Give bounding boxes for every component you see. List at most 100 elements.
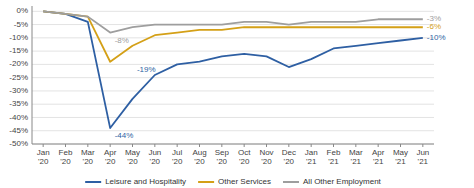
y-tick-label: -35% <box>9 99 28 108</box>
legend-label: Leisure and Hospitality <box>105 177 186 186</box>
x-tick-label-line: '21 <box>395 157 406 166</box>
grid-line <box>32 11 434 12</box>
x-tick <box>244 144 245 147</box>
x-tick <box>132 144 133 147</box>
x-tick <box>221 144 222 147</box>
legend: Leisure and Hospitality Other Services All… <box>85 177 381 186</box>
x-tick-label: Oct'20 <box>238 148 251 166</box>
legend-swatch <box>85 181 101 183</box>
x-tick-label: Jun'21 <box>416 148 429 166</box>
annotation: -6% <box>427 22 441 31</box>
x-tick <box>333 144 334 147</box>
x-tick <box>311 144 312 147</box>
y-tick-label: -50% <box>9 139 28 148</box>
x-tick-label: Jan'21 <box>305 148 318 166</box>
x-tick <box>199 144 200 147</box>
x-tick <box>110 144 111 147</box>
x-tick <box>43 144 44 147</box>
grid-line <box>32 51 434 52</box>
x-tick-label: May'21 <box>393 148 408 166</box>
y-axis-line <box>32 6 33 144</box>
x-tick-label: Feb'20 <box>59 148 73 166</box>
x-tick-label: Sep'20 <box>215 148 230 166</box>
annotation: -19% <box>137 65 156 74</box>
grid-line <box>32 90 434 91</box>
x-tick-label-line: '20 <box>194 157 205 166</box>
annotation: -44% <box>115 131 134 140</box>
x-tick-label-line: Apr <box>372 148 385 157</box>
x-tick-label-line: Jun <box>416 148 429 157</box>
y-tick-label: -10% <box>9 33 28 42</box>
y-tick-label: 0% <box>16 6 28 15</box>
x-tick <box>422 144 423 147</box>
x-tick-label-line: Mar <box>81 148 95 157</box>
x-tick-label: Jan'20 <box>37 148 50 166</box>
chart: 0% -5% -10% -15% -20% -25% -30% -35% -40% -45% -50… <box>0 0 474 188</box>
x-tick-label-line: Nov <box>259 148 273 157</box>
annotation: -8% <box>115 36 129 45</box>
y-tick-label: -45% <box>9 126 28 135</box>
x-tick-label-line: '20 <box>38 157 49 166</box>
annotation: -10% <box>427 33 446 42</box>
plot-area <box>43 11 423 128</box>
x-tick-label-line: Feb <box>59 148 73 157</box>
grid-line <box>32 64 434 65</box>
x-tick-label: Jul'20 <box>172 148 183 166</box>
grid-line <box>32 77 434 78</box>
x-tick <box>65 144 66 147</box>
x-tick-label-line: '20 <box>60 157 71 166</box>
x-tick-label: Apr'20 <box>104 148 117 166</box>
x-tick-label: Mar'20 <box>81 148 95 166</box>
x-tick-label: Apr'21 <box>372 148 385 166</box>
x-tick <box>177 144 178 147</box>
x-tick-label: May'20 <box>125 148 140 166</box>
grid-line <box>32 37 434 38</box>
x-axis-line <box>32 144 434 145</box>
x-tick-label-line: Apr <box>104 148 117 157</box>
y-tick-label: -40% <box>9 113 28 122</box>
legend-item: All Other Employment <box>283 177 382 186</box>
legend-item: Other Services <box>198 177 271 186</box>
y-tick-label: -20% <box>9 59 28 68</box>
grid-line <box>32 130 434 131</box>
x-tick <box>288 144 289 147</box>
x-tick <box>400 144 401 147</box>
x-tick-label-line: '21 <box>373 157 384 166</box>
x-tick-label: Dec'20 <box>282 148 296 166</box>
x-tick-label-line: Sep <box>215 148 230 157</box>
series-line <box>43 11 423 32</box>
x-tick <box>378 144 379 147</box>
x-tick-label: Mar'21 <box>349 148 363 166</box>
x-tick-label-line: '20 <box>127 157 138 166</box>
grid-line <box>32 144 434 145</box>
x-tick <box>355 144 356 147</box>
y-tick-label: -15% <box>9 46 28 55</box>
x-tick-label-line: Oct <box>238 148 251 157</box>
x-tick-label-line: '21 <box>306 157 317 166</box>
x-tick-label-line: '20 <box>217 157 228 166</box>
x-tick-label-line: '20 <box>284 157 295 166</box>
x-tick-label-line: '21 <box>328 157 339 166</box>
legend-item: Leisure and Hospitality <box>85 177 186 186</box>
series-line <box>43 11 423 128</box>
y-tick-label: -30% <box>9 86 28 95</box>
x-tick-label-line: '20 <box>83 157 94 166</box>
x-tick <box>266 144 267 147</box>
y-tick-label: -25% <box>9 73 28 82</box>
x-tick-label-line: Aug <box>192 148 206 157</box>
legend-label: All Other Employment <box>303 177 382 186</box>
x-tick-label-line: '20 <box>105 157 116 166</box>
x-tick-label-line: Feb <box>327 148 341 157</box>
legend-swatch <box>283 181 299 183</box>
x-tick-label-line: '20 <box>239 157 250 166</box>
legend-label: Other Services <box>218 177 271 186</box>
x-tick-label-line: '20 <box>150 157 161 166</box>
legend-swatch <box>198 181 214 183</box>
x-tick-label-line: Mar <box>349 148 363 157</box>
y-tick-label: -5% <box>14 20 28 29</box>
x-tick-label-line: May <box>393 148 408 157</box>
x-tick-label-line: May <box>125 148 140 157</box>
grid-line <box>32 104 434 105</box>
x-tick <box>87 144 88 147</box>
x-tick-label: Nov'20 <box>259 148 273 166</box>
